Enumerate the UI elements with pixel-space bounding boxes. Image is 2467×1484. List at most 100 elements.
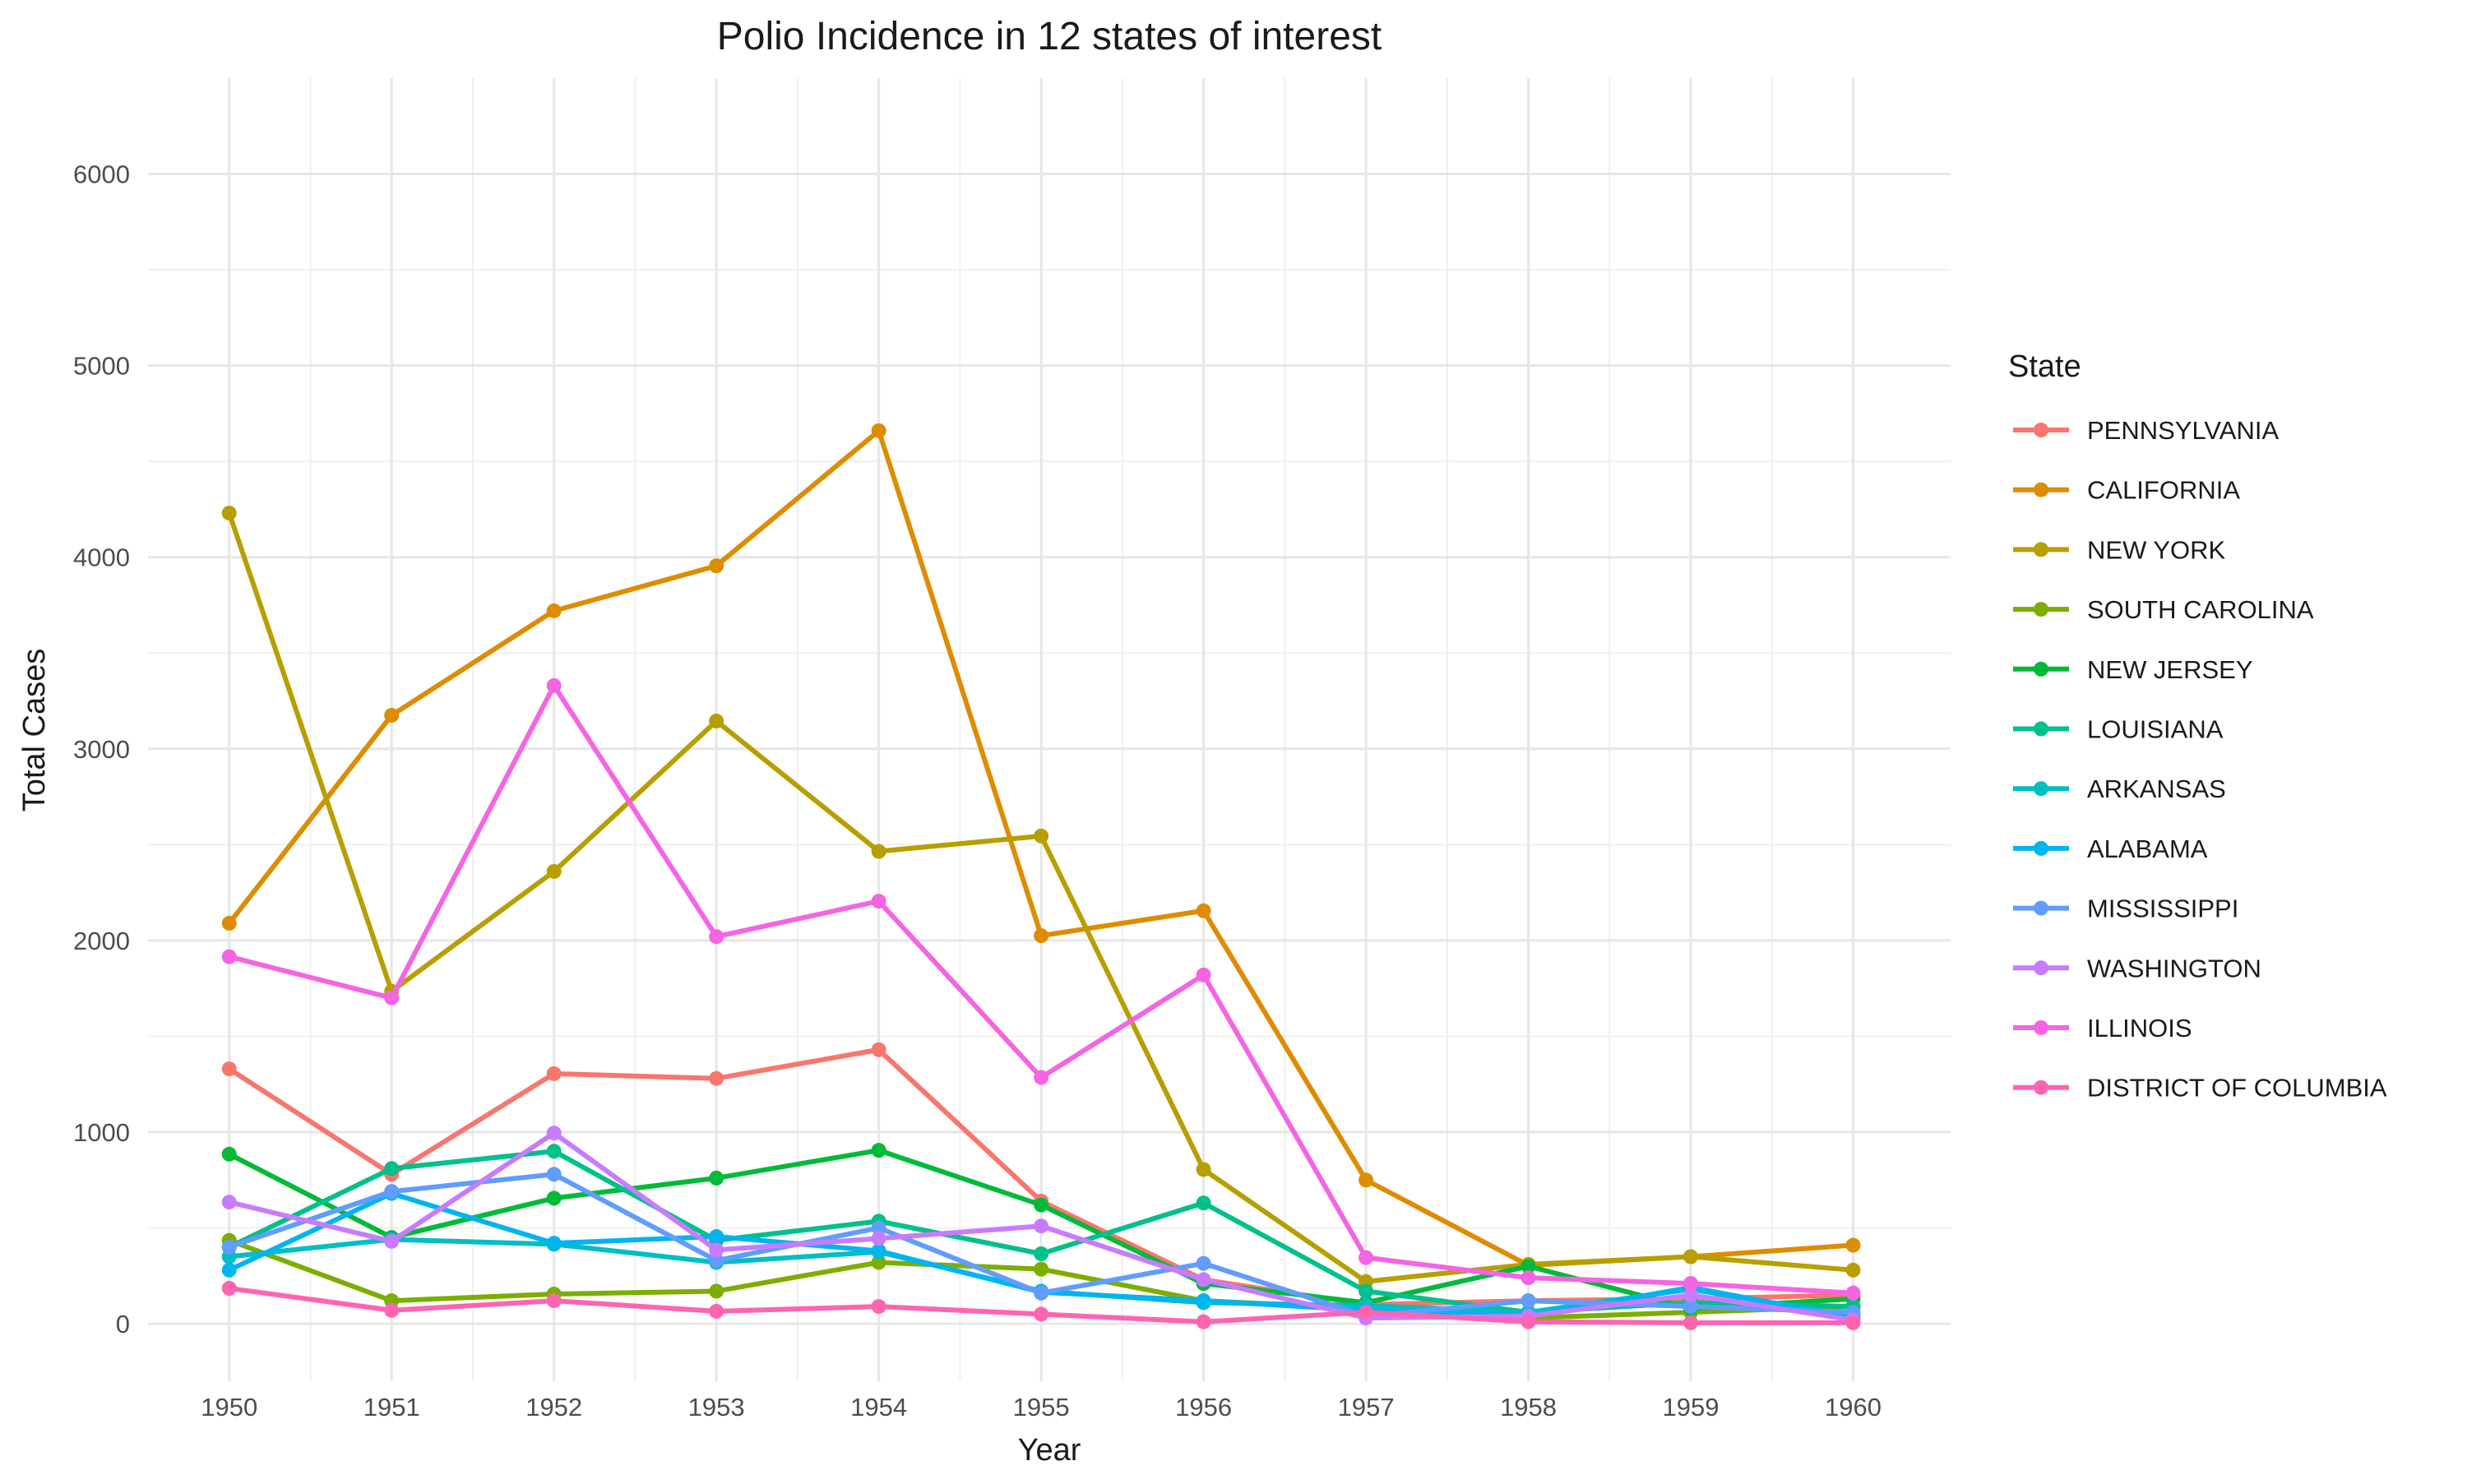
data-point-illinois [384,990,400,1006]
y-axis-label: Total Cases [17,649,52,812]
legend-label: CALIFORNIA [2087,476,2240,505]
data-point-california [1034,928,1049,944]
legend-key-point [2034,721,2048,737]
data-point-alabama [871,1243,886,1259]
data-point-pennsylvania [221,1061,237,1077]
legend-item: ILLINOIS [2013,1014,2192,1042]
data-point-mississippi [1683,1299,1699,1315]
y-tick-label: 0 [116,1310,130,1338]
y-tick-label: 6000 [73,160,130,189]
legend-item: DISTRICT OF COLUMBIA [2013,1074,2387,1103]
data-point-south-carolina [871,1255,886,1270]
data-point-new-york [546,863,562,879]
data-point-illinois [871,894,886,909]
x-tick-label: 1954 [850,1393,907,1422]
data-point-district-of-columbia [709,1303,724,1319]
data-point-california [221,915,237,931]
data-point-district-of-columbia [384,1302,400,1318]
legend-item: SOUTH CAROLINA [2013,595,2314,624]
data-point-washington [871,1231,886,1246]
data-point-louisiana [1034,1246,1049,1261]
data-point-alabama [546,1236,562,1251]
legend-key-point [2034,542,2048,557]
y-tick-label: 4000 [73,543,130,572]
data-point-district-of-columbia [546,1293,562,1309]
data-point-new-jersey [709,1170,724,1186]
legend-item: NEW YORK [2013,535,2226,564]
data-point-new-york [1683,1249,1699,1264]
data-point-new-jersey [871,1143,886,1158]
legend-key-point [2034,482,2048,497]
x-tick-label: 1959 [1663,1393,1719,1422]
data-point-pennsylvania [871,1042,886,1057]
data-point-mississippi [1034,1285,1049,1301]
data-point-new-york [871,844,886,859]
data-point-california [709,558,724,574]
data-point-new-york [1845,1262,1861,1278]
x-tick-label: 1951 [363,1393,420,1422]
data-point-alabama [1196,1293,1211,1309]
data-point-california [546,603,562,618]
data-point-california [871,423,886,438]
major-gridlines [148,78,1951,1381]
data-point-south-carolina [1034,1261,1049,1277]
data-point-illinois [1683,1276,1699,1292]
legend-item: LOUISIANA [2013,715,2224,744]
data-point-louisiana [1358,1283,1374,1299]
legend-title: State [2008,349,2081,384]
series-district-of-columbia [221,1280,1861,1330]
data-point-illinois [221,949,237,964]
x-tick-label: 1950 [201,1393,257,1422]
y-tick-label: 5000 [73,352,130,381]
legend-item: ARKANSAS [2013,774,2226,803]
data-point-new-jersey [221,1146,237,1162]
data-point-louisiana [546,1144,562,1159]
series-layer [221,423,1861,1330]
data-point-new-jersey [546,1190,562,1206]
legend-label: WASHINGTON [2087,954,2261,982]
x-tick-label: 1955 [1013,1393,1070,1422]
legend-label: ALABAMA [2087,834,2208,863]
legend-key-point [2034,1079,2048,1095]
x-tick-label: 1953 [688,1393,745,1422]
legend-key-point [2034,840,2048,856]
data-point-louisiana [384,1161,400,1177]
legend-label: NEW YORK [2087,535,2226,564]
data-point-mississippi [871,1220,886,1236]
legend-label: LOUISIANA [2087,715,2224,744]
data-point-south-carolina [709,1283,724,1299]
data-point-illinois [1196,967,1211,982]
data-point-illinois [546,677,562,693]
x-axis-tick-labels: 1950 1951 1952 1953 1954 1955 1956 1957 1958 1959… [201,1393,1881,1422]
x-tick-label: 1958 [1500,1393,1557,1422]
data-point-district-of-columbia [1358,1305,1374,1320]
data-point-washington [1683,1288,1699,1303]
x-tick-label: 1957 [1338,1393,1395,1422]
legend-key-point [2034,602,2048,617]
data-point-district-of-columbia [1845,1315,1861,1330]
data-point-washington [1196,1272,1211,1288]
y-tick-label: 3000 [73,735,130,764]
legend-key-point [2034,423,2048,437]
legend-item: ALABAMA [2013,834,2208,863]
data-point-pennsylvania [546,1066,562,1081]
legend-key-point [2034,900,2048,916]
data-point-mississippi [221,1239,237,1255]
data-point-illinois [1520,1270,1536,1286]
x-axis-label: Year [1018,1433,1081,1468]
series-new-york [221,506,1861,1289]
data-point-mississippi [546,1167,562,1182]
data-point-washington [546,1126,562,1141]
data-point-district-of-columbia [1683,1315,1699,1330]
data-point-new-jersey [1034,1197,1049,1213]
legend-label: SOUTH CAROLINA [2087,595,2314,624]
data-point-district-of-columbia [1520,1314,1536,1329]
chart-title: Polio Incidence in 12 states of interest [717,15,1382,58]
data-point-washington [709,1242,724,1258]
data-point-mississippi [384,1184,400,1200]
legend-label: MISSISSIPPI [2087,895,2238,923]
data-point-louisiana [1196,1195,1211,1211]
x-tick-label: 1960 [1825,1393,1881,1422]
legend-key-point [2034,781,2048,797]
